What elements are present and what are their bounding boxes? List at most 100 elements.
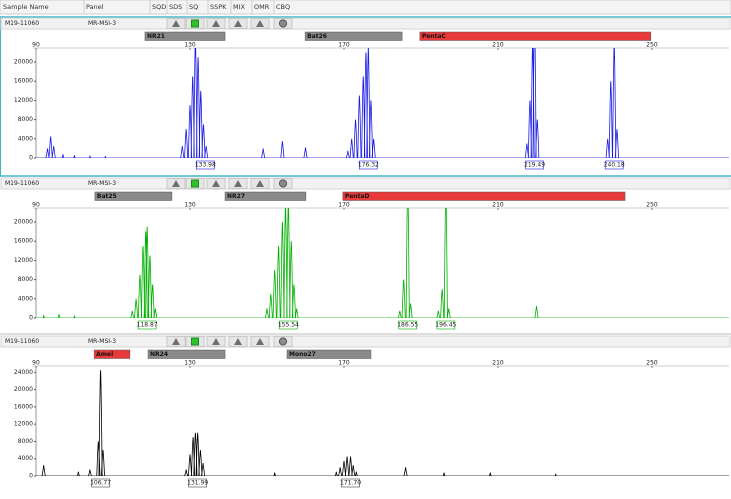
status-icon[interactable] [234,20,242,27]
peak-label: 240.18 [604,162,625,169]
peak [345,456,350,476]
status-icon[interactable] [234,180,242,187]
column-header[interactable]: Panel [86,3,104,11]
peak [534,305,539,318]
column-header[interactable]: Sample Name [3,3,49,11]
column-header[interactable]: SQD [152,3,166,11]
peak [289,241,294,318]
peak [196,57,201,158]
marker-bin [144,31,226,41]
column-header[interactable]: SDS [169,3,182,11]
marker-bin [147,349,226,359]
status-icon[interactable] [172,180,180,187]
y-tick-label: 16000 [14,78,33,85]
sample-name: M19-11060 [5,20,39,27]
peak [403,467,408,476]
peak [272,269,277,318]
peak [334,471,339,476]
peak-label-box [359,160,378,170]
peak [408,303,413,318]
marker-bin [224,191,307,201]
column-header[interactable]: CBQ [276,3,290,11]
peak [405,208,410,318]
status-icon[interactable] [212,20,220,27]
y-tick-label: 12000 [14,97,33,104]
y-tick-label: 4000 [18,135,33,142]
column-header[interactable]: SSPK [210,3,227,11]
peak [137,274,142,318]
status-icon[interactable] [172,338,180,345]
peak-label: 133.98 [195,162,216,169]
peak-label: 219.49 [524,162,545,169]
marker-bin [94,191,173,201]
x-tick-label: 170 [338,42,350,49]
status-icon[interactable] [256,338,264,345]
y-tick-label: 20000 [14,59,33,66]
x-tick-label: 170 [338,360,350,367]
x-tick-label: 130 [184,202,196,209]
status-icon[interactable] [212,338,220,345]
status-icon[interactable] [234,338,242,345]
peak [443,208,448,318]
y-tick-label: 20000 [14,219,33,226]
x-tick-label: 90 [32,202,40,209]
peak-label: 106.77 [90,480,111,487]
peak-label: 171.70 [340,480,361,487]
peak [397,310,402,318]
peak [366,48,371,158]
y-tick-label: 0 [29,315,33,322]
y-tick-label: 8000 [18,438,33,445]
status-icon[interactable] [256,180,264,187]
peak [612,48,617,158]
panel-name: MR-MSI-3 [88,20,116,27]
peak-label-box [341,478,360,488]
column-header[interactable]: MIX [233,3,246,11]
x-tick-label: 170 [338,202,350,209]
status-icon[interactable] [278,337,288,346]
y-tick-label: 20000 [14,386,33,393]
status-icon[interactable] [191,19,199,28]
y-tick-label: 12000 [14,257,33,264]
peak [345,150,350,158]
peak [351,465,356,476]
peak-label-box [436,320,456,330]
status-icon[interactable] [278,179,288,188]
marker-label: PentaD [345,193,370,200]
column-header[interactable]: OMR [254,3,270,11]
peak [436,310,441,318]
marker-label: PentaC [422,33,447,40]
peak [608,81,613,158]
peak [145,226,150,318]
peak-label-box [91,478,110,488]
peak [180,145,185,158]
peak [524,143,529,158]
status-icon[interactable] [191,337,199,346]
peak [535,119,540,158]
peak [150,284,155,318]
status-icon[interactable] [256,20,264,27]
peak [141,245,146,318]
status-icon[interactable] [278,19,288,28]
peak [401,279,406,318]
peak [349,138,354,158]
column-header[interactable]: SQ [189,3,198,11]
peak [201,462,206,476]
peak [276,245,281,318]
peak [134,298,139,318]
peak [130,310,135,318]
status-icon[interactable] [191,179,199,188]
status-icon[interactable] [172,20,180,27]
peak-label-box [137,320,157,330]
peak-label: 186.55 [397,322,418,329]
peak [98,370,103,476]
peak [103,156,107,158]
peak [41,465,46,476]
status-icon[interactable] [212,180,220,187]
peak [190,76,195,158]
sample-row [0,17,731,30]
x-tick-label: 250 [646,202,658,209]
peak [488,472,492,476]
peak-label-box [279,320,298,330]
